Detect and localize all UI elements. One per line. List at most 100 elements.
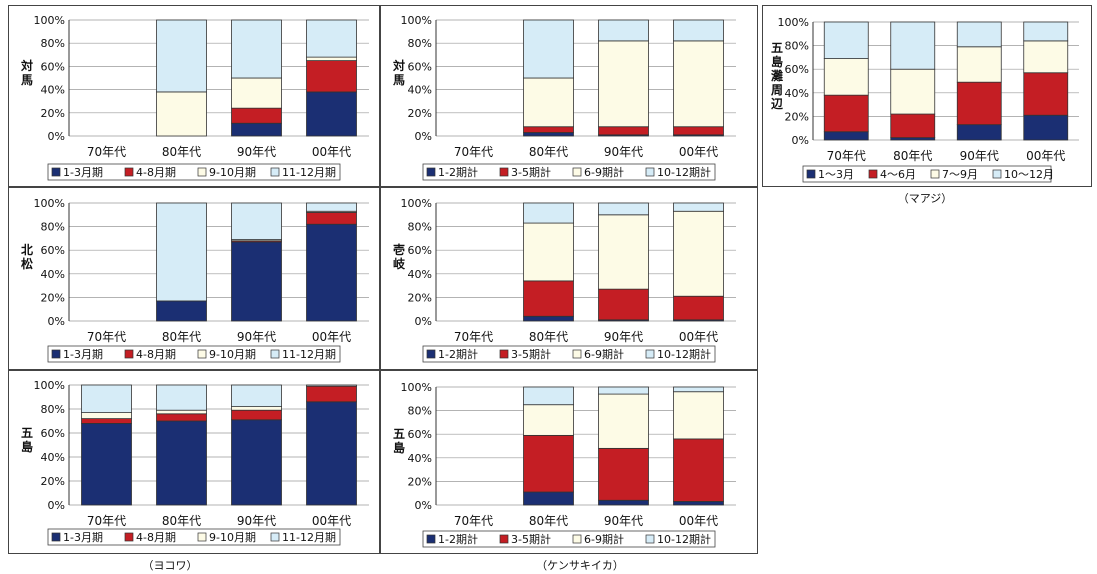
- y-tick-label: 20%: [408, 107, 432, 120]
- y-tick-label: 100%: [401, 197, 432, 210]
- region-label-char: 馬: [21, 73, 33, 87]
- bar-segment: [823, 21, 869, 59]
- legend-swatch: [270, 532, 280, 542]
- bar-segment: [598, 499, 649, 506]
- x-tick-label: 70年代: [87, 145, 126, 159]
- bar-segment: [231, 77, 282, 109]
- bar-segment: [598, 202, 649, 216]
- bar-segment: [231, 241, 282, 322]
- x-tick-label: 80年代: [162, 514, 201, 528]
- bar-segment: [231, 19, 282, 79]
- bar-segment: [306, 384, 357, 387]
- legend-label: 10-12期計: [657, 532, 711, 546]
- chart-svg: 0% 20% 40% 60% 80% 100% 北松 70年代 80年代 90年代 00年代 1-3月…: [21, 197, 369, 363]
- bar-segment: [598, 40, 649, 128]
- legend-box: [802, 165, 1052, 183]
- y-tick-label: 20%: [41, 107, 65, 120]
- bar-segment: [956, 21, 1002, 48]
- y-tick-label: 40%: [408, 452, 432, 465]
- y-tick-label: 0%: [415, 499, 432, 512]
- x-tick-label: 70年代: [454, 514, 493, 528]
- y-tick-label: 60%: [408, 244, 432, 257]
- legend-label: 1-2期計: [438, 347, 478, 361]
- legend-swatch: [645, 534, 655, 544]
- y-tick-label: 100%: [34, 197, 65, 210]
- chart-svg: 0% 20% 40% 60% 80% 100% 壱岐 70年代 80年代 90年代 00年代 1-2期…: [393, 197, 736, 363]
- bar-segment: [523, 202, 574, 224]
- region-label-char: 五: [771, 41, 783, 55]
- chart-svg: 0% 20% 40% 60% 80% 100% 対馬 70年代 80年代 90年代 00年代 1-2期…: [392, 14, 736, 181]
- y-tick-label: 100%: [401, 381, 432, 394]
- bar-segment: [823, 94, 869, 133]
- bar-segment: [673, 202, 724, 212]
- bar-segment: [673, 391, 724, 440]
- legend-label: 3-5期計: [511, 347, 551, 361]
- region-label-char: 壱: [393, 242, 405, 257]
- bar-segment: [523, 280, 574, 317]
- region-label-char: 島: [771, 54, 783, 69]
- legend-label: 1-2期計: [438, 532, 478, 546]
- legend-swatch: [645, 349, 655, 359]
- y-tick-label: 100%: [34, 379, 65, 392]
- bar-segment: [523, 404, 574, 436]
- y-tick-label: 20%: [41, 475, 65, 488]
- legend-box: [47, 163, 341, 181]
- legend-label: 11-12月期: [282, 348, 336, 361]
- legend-label: 4-8月期: [136, 348, 176, 361]
- bar-segment: [306, 56, 357, 61]
- x-tick-label: 80年代: [529, 514, 568, 528]
- region-label-char: 五: [21, 426, 33, 440]
- region-label-char: 松: [21, 256, 33, 271]
- x-tick-label: 90年代: [237, 145, 276, 159]
- x-tick-label: 70年代: [87, 514, 126, 528]
- bar-segment: [523, 126, 574, 133]
- chart-panel-goto-kensaki: 0% 20% 40% 60% 80% 100% 五島 70年代 80年代 90年代 00年代 1-2期…: [380, 370, 758, 554]
- y-tick-label: 40%: [41, 268, 65, 281]
- y-tick-label: 100%: [34, 14, 65, 27]
- legend-label: 6-9期計: [584, 165, 624, 179]
- legend-label: 7～9月: [942, 168, 978, 181]
- bar-segment: [306, 202, 357, 212]
- y-tick-label: 0%: [48, 499, 65, 512]
- x-tick-label: 70年代: [454, 330, 493, 344]
- legend-label: 1-3月期: [63, 166, 103, 179]
- bar-segment: [81, 418, 132, 424]
- legend-swatch: [426, 349, 436, 359]
- bar-segment: [673, 210, 724, 297]
- x-tick-label: 00年代: [679, 514, 718, 528]
- x-tick-label: 80年代: [162, 145, 201, 159]
- y-tick-label: 60%: [785, 63, 809, 76]
- legend-swatch: [499, 167, 509, 177]
- legend-box: [47, 528, 341, 546]
- region-label-char: 灘: [771, 68, 783, 83]
- y-tick-label: 0%: [415, 315, 432, 328]
- y-tick-label: 100%: [401, 14, 432, 27]
- legend-swatch: [51, 349, 61, 359]
- bar-segment: [156, 19, 207, 93]
- legend-label: 3-5期計: [511, 532, 551, 546]
- legend-label: 9-10月期: [209, 348, 256, 361]
- legend-label: 11-12月期: [282, 166, 336, 179]
- y-tick-label: 20%: [41, 291, 65, 304]
- bar-segment: [156, 300, 207, 322]
- legend-swatch: [197, 532, 207, 542]
- x-tick-label: 70年代: [454, 145, 493, 159]
- bar-segment: [673, 40, 724, 128]
- region-label-char: 島: [393, 440, 405, 455]
- legend-label: 9-10月期: [209, 166, 256, 179]
- x-tick-label: 80年代: [529, 145, 568, 159]
- legend-swatch: [572, 167, 582, 177]
- legend-swatch: [645, 167, 655, 177]
- bar-segment: [231, 384, 282, 408]
- bar-segment: [156, 413, 207, 422]
- y-tick-label: 40%: [408, 84, 432, 97]
- bar-segment: [231, 419, 282, 506]
- chart-svg: 0% 20% 40% 60% 80% 100% 五島 70年代 80年代 90年代 00年代 1-3月…: [21, 379, 369, 546]
- chart-panel-tsushima-kensaki: 0% 20% 40% 60% 80% 100% 対馬 70年代 80年代 90年代 00年代 1-2期…: [380, 5, 758, 187]
- y-tick-label: 80%: [41, 221, 65, 234]
- legend-label: 4-8月期: [136, 531, 176, 544]
- x-tick-label: 00年代: [1026, 149, 1065, 163]
- y-tick-label: 80%: [41, 37, 65, 50]
- x-tick-label: 00年代: [312, 145, 351, 159]
- legend-box: [422, 345, 716, 363]
